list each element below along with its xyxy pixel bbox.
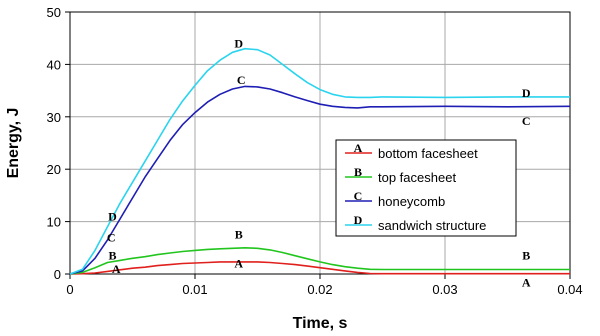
series-line-a	[69, 261, 570, 275]
x-tick-label: 0.02	[307, 282, 332, 297]
series-marker-d: D	[234, 36, 243, 50]
y-tick-label: 30	[47, 110, 61, 125]
y-axis-title: Energy, J	[5, 108, 22, 179]
legend-marker-d: D	[354, 213, 363, 227]
y-tick-label: 10	[47, 215, 61, 230]
series-marker-a: A	[522, 275, 531, 289]
series-line-b	[69, 247, 570, 275]
y-tick-label: 40	[47, 57, 61, 72]
x-tick-label: 0.03	[432, 282, 457, 297]
series-lines	[69, 47, 571, 275]
series-marker-b: B	[108, 249, 116, 263]
legend-box	[335, 139, 517, 237]
series-marker-c: C	[522, 114, 531, 128]
series-marker-b: B	[235, 228, 243, 242]
legend-marker-c: C	[354, 189, 363, 203]
series-marker-a: A	[112, 262, 121, 276]
series-line-c	[69, 85, 571, 275]
legend-label-b: top facesheet	[378, 170, 456, 185]
legend-marker-a: A	[354, 141, 363, 155]
x-tick-label: 0	[66, 282, 73, 297]
x-axis-title: Time, s	[293, 315, 348, 332]
y-tick-label: 0	[54, 267, 61, 282]
y-tick-label: 20	[47, 162, 61, 177]
series-marker-c: C	[107, 230, 116, 244]
x-tick-label: 0.01	[182, 282, 207, 297]
series-marker-b: B	[522, 249, 530, 263]
series-marker-a: A	[234, 257, 243, 271]
x-tick-label: 0.04	[557, 282, 582, 297]
series-marker-c: C	[237, 73, 246, 87]
series-line-d	[69, 47, 570, 275]
series-marker-d: D	[522, 86, 531, 100]
legend-label-d: sandwich structure	[378, 218, 486, 233]
axis-ticks: 0 0.01 0.02 0.03 0.04 0 10 20 30 40 50	[47, 5, 583, 297]
legend-marker-b: B	[354, 165, 362, 179]
grid-lines	[70, 12, 570, 274]
legend-label-a: bottom facesheet	[378, 146, 478, 161]
y-tick-label: 50	[47, 5, 61, 20]
series-marker-d: D	[108, 209, 117, 223]
legend-label-c: honeycomb	[378, 194, 445, 209]
